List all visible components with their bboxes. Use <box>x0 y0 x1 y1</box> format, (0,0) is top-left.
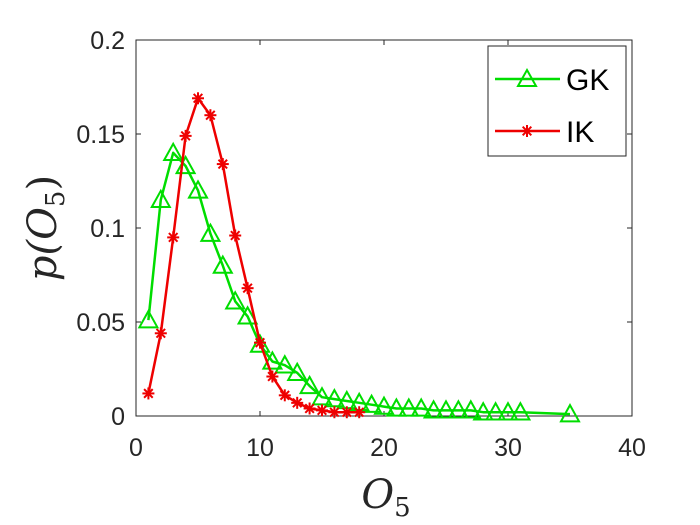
data-point-ik <box>254 336 266 349</box>
data-point-gk <box>236 305 259 325</box>
data-point-gk <box>559 403 581 423</box>
data-point-ik <box>142 387 155 400</box>
data-point-gk <box>360 393 383 413</box>
data-point-ik <box>340 406 353 419</box>
data-point-ik <box>167 231 180 244</box>
legend-asterisk <box>521 125 533 137</box>
x-tick-label: 20 <box>370 434 398 462</box>
y-tick-label: 0.2 <box>90 27 125 55</box>
data-point-ik <box>179 129 192 142</box>
data-point-ik <box>303 402 316 415</box>
data-point-gk <box>224 290 246 310</box>
y-axis-label: p(O5) <box>20 175 71 281</box>
data-point-gk <box>447 399 470 419</box>
data-point-gk <box>497 401 519 421</box>
legend: GK IK <box>487 45 627 157</box>
data-point-ik <box>192 92 204 105</box>
data-point-gk <box>187 179 209 199</box>
x-tick-label: 10 <box>246 434 274 462</box>
data-point-gk <box>373 395 395 415</box>
legend-marker-gk <box>516 67 538 87</box>
x-tick-label: 30 <box>494 434 522 462</box>
data-point-gk <box>274 354 296 374</box>
y-tick-label: 0 <box>111 403 125 431</box>
data-point-ik <box>154 327 167 340</box>
legend-box <box>487 45 627 157</box>
data-point-ik <box>266 370 279 383</box>
data-point-ik <box>278 389 291 402</box>
data-point-gk <box>472 401 494 421</box>
series-ik <box>142 92 366 419</box>
data-point-gk <box>261 350 284 370</box>
data-point-gk <box>484 401 507 421</box>
data-point-ik <box>353 406 366 419</box>
x-axis-label: O5 <box>361 472 410 523</box>
data-point-gk <box>199 222 222 242</box>
legend-label-gk: GK <box>566 64 609 97</box>
x-tick-label: 0 <box>129 434 143 462</box>
y-tick-label: 0.1 <box>90 215 125 243</box>
data-point-gk <box>162 141 184 161</box>
axis-tick-labels: 0 10 20 30 40 0 0.05 0.1 0.15 0.2 <box>76 27 646 462</box>
data-point-ik <box>229 229 242 242</box>
data-point-ik <box>316 404 328 417</box>
data-point-gk <box>422 399 445 419</box>
data-point-gk <box>398 397 420 417</box>
data-point-gk <box>298 374 321 395</box>
data-point-gk <box>212 254 234 274</box>
data-point-gk <box>137 309 160 329</box>
y-tick-label: 0.15 <box>76 121 125 149</box>
data-point-gk <box>150 188 172 208</box>
y-tick-label: 0.05 <box>76 309 125 337</box>
data-point-gk <box>435 399 457 419</box>
data-point-ik <box>204 109 217 122</box>
data-point-ik <box>241 282 254 295</box>
data-point-gk <box>385 397 408 417</box>
data-point-ik <box>291 396 304 409</box>
legend-label-ik: IK <box>566 116 594 149</box>
data-point-ik <box>328 406 341 419</box>
legend-marker-ik <box>521 125 533 137</box>
data-point-ik <box>216 158 229 171</box>
data-point-gk <box>410 397 432 417</box>
data-point-gk <box>460 399 482 419</box>
data-point-gk <box>286 361 308 381</box>
x-tick-label: 40 <box>618 434 646 462</box>
series-layer <box>137 92 581 423</box>
data-point-gk <box>509 401 532 421</box>
